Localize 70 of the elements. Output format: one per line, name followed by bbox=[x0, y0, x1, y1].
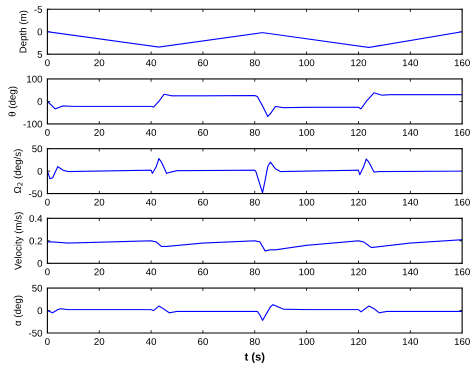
y-axis-title: Depth (m) bbox=[19, 10, 28, 53]
y-tick-label: -5 bbox=[34, 6, 42, 13]
x-tick-label: 140 bbox=[402, 268, 418, 276]
x-tick-label: 160 bbox=[454, 59, 470, 66]
x-tick-label: 160 bbox=[454, 338, 470, 345]
line-series bbox=[47, 92, 462, 118]
y-tick-label: 0 bbox=[38, 98, 42, 106]
y-tick-label: 50 bbox=[32, 284, 42, 292]
y-tick-label: -50 bbox=[28, 190, 42, 198]
x-tick-label: 80 bbox=[250, 59, 260, 66]
line-series bbox=[47, 31, 462, 48]
x-tick-label: 60 bbox=[198, 268, 208, 276]
y-tick-label: -50 bbox=[28, 330, 42, 337]
x-tick-label: 160 bbox=[454, 268, 470, 276]
x-tick-label: 100 bbox=[299, 198, 314, 206]
x-tick-label: 80 bbox=[250, 268, 260, 276]
x-tick-label: 120 bbox=[351, 198, 366, 206]
x-tick-label: 140 bbox=[402, 59, 418, 66]
x-tick-label: 80 bbox=[250, 198, 260, 206]
x-tick-label: 40 bbox=[146, 198, 156, 206]
line-series bbox=[47, 304, 462, 321]
x-tick-label: 60 bbox=[198, 59, 208, 66]
line-series bbox=[47, 239, 462, 252]
x-tick-label: 100 bbox=[299, 59, 314, 66]
x-tick-label: 80 bbox=[250, 129, 260, 136]
y-axis-title: θ (deg) bbox=[8, 86, 18, 116]
x-tick-label: 120 bbox=[351, 129, 366, 136]
y-tick-label: -100 bbox=[24, 120, 42, 128]
x-axis-title: t (s) bbox=[244, 352, 264, 363]
x-tick-label: 100 bbox=[299, 129, 314, 136]
x-tick-label: 20 bbox=[94, 59, 104, 66]
x-tick-label: 160 bbox=[454, 198, 470, 206]
x-tick-label: 120 bbox=[351, 59, 366, 66]
y-tick-label: 0 bbox=[38, 28, 42, 36]
y-tick-label: 0 bbox=[38, 168, 42, 175]
x-tick-label: 160 bbox=[454, 129, 470, 136]
x-tick-label: 20 bbox=[94, 129, 104, 136]
x-tick-label: 140 bbox=[402, 129, 418, 136]
x-tick-label: 0 bbox=[45, 198, 50, 206]
y-tick-label: 5 bbox=[38, 51, 42, 58]
x-tick-label: 0 bbox=[45, 129, 50, 136]
x-tick-label: 140 bbox=[402, 198, 418, 206]
y-axis-title: α (deg) bbox=[14, 296, 23, 326]
x-tick-label: 0 bbox=[45, 59, 50, 66]
y-tick-label: 0 bbox=[38, 260, 42, 267]
x-tick-label: 60 bbox=[198, 338, 208, 345]
x-tick-label: 20 bbox=[94, 338, 104, 345]
y-axis-title: Ω$_{2}$ (deg/s) bbox=[14, 149, 23, 194]
x-tick-label: 120 bbox=[351, 268, 366, 276]
x-tick-label: 20 bbox=[94, 198, 104, 206]
x-tick-label: 140 bbox=[402, 338, 418, 345]
x-tick-label: 40 bbox=[146, 59, 156, 66]
y-tick-label: 0 bbox=[38, 307, 42, 314]
x-tick-label: 40 bbox=[146, 338, 156, 345]
y-tick-label: 0.2 bbox=[29, 238, 42, 244]
x-tick-label: 80 bbox=[250, 338, 260, 345]
x-tick-label: 120 bbox=[351, 338, 366, 345]
y-axis-title: Velocity (m/s) bbox=[14, 212, 24, 270]
x-tick-label: 20 bbox=[94, 268, 104, 276]
x-tick-label: 0 bbox=[45, 338, 50, 345]
x-tick-label: 100 bbox=[299, 338, 314, 345]
x-tick-label: 40 bbox=[146, 129, 156, 136]
x-tick-label: 0 bbox=[45, 268, 50, 276]
x-tick-label: 60 bbox=[198, 198, 208, 206]
y-tick-label: 100 bbox=[27, 76, 42, 83]
y-tick-label: 50 bbox=[32, 145, 42, 152]
y-tick-label: 0.4 bbox=[29, 215, 42, 222]
x-tick-label: 40 bbox=[146, 268, 156, 276]
x-tick-label: 60 bbox=[198, 129, 208, 136]
x-tick-label: 100 bbox=[299, 268, 314, 276]
